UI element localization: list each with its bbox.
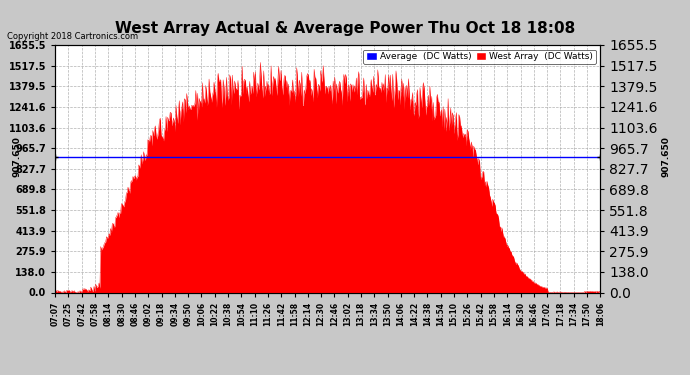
Text: Copyright 2018 Cartronics.com: Copyright 2018 Cartronics.com bbox=[7, 32, 138, 41]
Text: 907.650: 907.650 bbox=[661, 136, 671, 177]
Text: 907.650: 907.650 bbox=[12, 136, 22, 177]
Legend: Average  (DC Watts), West Array  (DC Watts): Average (DC Watts), West Array (DC Watts… bbox=[363, 50, 595, 64]
Text: West Array Actual & Average Power Thu Oct 18 18:08: West Array Actual & Average Power Thu Oc… bbox=[115, 21, 575, 36]
